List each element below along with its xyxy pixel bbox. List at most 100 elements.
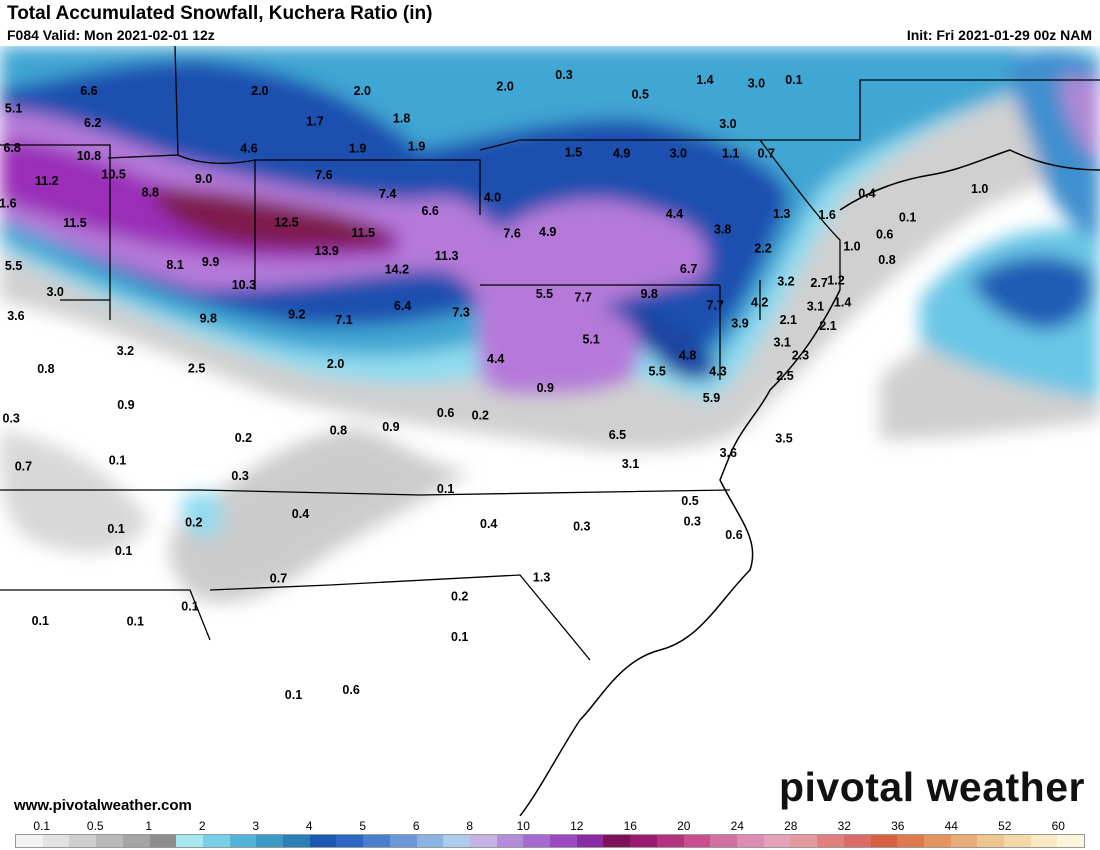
- snowfall-value-label: 0.3: [573, 520, 590, 534]
- legend-label: 1: [145, 819, 153, 833]
- snowfall-value-label: 10.3: [232, 278, 256, 292]
- legend-swatch: [202, 835, 230, 847]
- snowfall-value-label: 0.1: [899, 210, 916, 224]
- snowfall-value-label: 2.5: [188, 362, 205, 376]
- snowfall-value-label: 2.5: [776, 369, 793, 383]
- snowfall-value-label: 0.4: [292, 507, 309, 521]
- snowfall-value-label: 3.9: [731, 316, 748, 330]
- snowfall-value-label: 2.0: [251, 84, 268, 98]
- snowfall-value-label: 7.6: [315, 168, 332, 182]
- snowfall-value-label: 0.1: [115, 544, 132, 558]
- snowfall-value-label: 0.2: [451, 590, 468, 604]
- legend-label: 2: [198, 819, 206, 833]
- snowfall-value-label: 3.0: [670, 147, 687, 161]
- snowfall-value-label: 6.8: [4, 141, 21, 155]
- snowfall-value-label: 2.1: [780, 313, 797, 327]
- legend-swatch: [736, 835, 764, 847]
- legend-swatch: [683, 835, 711, 847]
- snowfall-value-label: 1.8: [393, 111, 410, 125]
- snowfall-value-label: 3.5: [775, 432, 792, 446]
- snowfall-value-label: 6.4: [394, 299, 411, 313]
- snowfall-value-label: 4.2: [751, 296, 768, 310]
- snowfall-value-label: 0.2: [472, 408, 489, 422]
- political-boundaries: [0, 46, 1100, 661]
- snowfall-value-label: 0.4: [858, 187, 875, 201]
- snowfall-value-label: 0.3: [231, 469, 248, 483]
- snowfall-value-label: 1.3: [773, 207, 790, 221]
- snowfall-value-labels: 6.6 5.1 6.2 6.8 10.8 11.2 10.5 8.8 11.6 11.5 5.5 3.…: [0, 68, 988, 702]
- snowfall-value-label: 11.5: [63, 216, 87, 230]
- legend-swatch: [630, 835, 657, 847]
- legend-color-bar: [15, 834, 1085, 848]
- snowfall-value-label: 1.3: [533, 571, 550, 585]
- legend-swatch: [763, 835, 791, 847]
- snowfall-value-label: 0.2: [185, 516, 202, 530]
- snowfall-value-label: 1.1: [722, 147, 739, 161]
- snowfall-value-label: 4.0: [484, 191, 501, 205]
- legend-swatch: [576, 835, 604, 847]
- snowfall-value-label: 0.3: [3, 411, 20, 425]
- legend-swatch: [96, 835, 123, 847]
- snowfall-value-label: 12.5: [274, 216, 298, 230]
- snowfall-value-label: 3.1: [774, 335, 791, 349]
- snowfall-value-label: 3.0: [47, 285, 64, 299]
- legend-swatch: [656, 835, 684, 847]
- legend-swatch: [550, 835, 577, 847]
- legend-label: 44: [944, 819, 958, 833]
- snowfall-value-label: 11.5: [351, 226, 375, 240]
- snowfall-value-label: 0.2: [235, 431, 252, 445]
- snowfall-value-label: 0.1: [109, 454, 126, 468]
- snowfall-value-label: 3.2: [117, 344, 134, 358]
- snowfall-value-label: 6.6: [80, 84, 97, 98]
- snowfall-value-label: 2.7: [810, 276, 827, 290]
- legend-swatch: [149, 835, 177, 847]
- website-link[interactable]: www.pivotalweather.com: [14, 797, 192, 814]
- snowfall-value-label: 0.7: [758, 147, 775, 161]
- legend-label: 6: [412, 819, 420, 833]
- snowfall-value-label: 1.9: [408, 140, 425, 154]
- snowfall-value-label: 1.0: [843, 239, 860, 253]
- snowfall-value-label: 6.2: [84, 116, 101, 130]
- legend-swatch: [363, 835, 390, 847]
- legend-swatch: [469, 835, 497, 847]
- snowfall-legend: 0.1 0.5 1 2 3 4 5 6 8 10 12 16 20 24 28 32 36 44 52 60: [15, 819, 1085, 848]
- snowfall-value-label: 6.6: [422, 204, 439, 218]
- legend-label: 32: [837, 819, 851, 833]
- legend-swatch: [523, 835, 551, 847]
- snowfall-value-label: 0.6: [725, 528, 742, 542]
- snowfall-value-label: 0.6: [437, 406, 454, 420]
- snowfall-value-label: 0.5: [632, 88, 649, 102]
- legend-swatch: [1030, 835, 1058, 847]
- legend-swatch: [923, 835, 951, 847]
- legend-swatch: [69, 835, 97, 847]
- snowfall-value-label: 3.2: [777, 275, 794, 289]
- snowfall-value-label: 11.2: [35, 174, 59, 188]
- map-title: Total Accumulated Snowfall, Kuchera Rati…: [7, 3, 433, 24]
- snowfall-value-label: 3.0: [719, 117, 736, 131]
- legend-swatch: [843, 835, 871, 847]
- snowfall-value-label: 1.7: [306, 114, 323, 128]
- snowfall-value-label: 0.1: [107, 522, 124, 536]
- snowfall-value-label: 0.8: [37, 362, 54, 376]
- snowfall-value-label: 4.9: [613, 147, 630, 161]
- snowfall-map: 6.6 5.1 6.2 6.8 10.8 11.2 10.5 8.8 11.6 11.5 5.5 3.…: [0, 46, 1100, 816]
- legend-label: 3: [252, 819, 260, 833]
- snowfall-value-label: 5.9: [703, 391, 720, 405]
- legend-swatch: [176, 835, 203, 847]
- legend-swatch: [122, 835, 150, 847]
- legend-label: 12: [570, 819, 584, 833]
- snowfall-value-label: 1.5: [565, 146, 582, 160]
- valid-time: F084 Valid: Mon 2021-02-01 12z: [7, 27, 215, 43]
- legend-swatch: [710, 835, 737, 847]
- snowfall-value-label: 0.1: [181, 599, 198, 613]
- snowfall-value-label: 5.1: [5, 102, 22, 116]
- snowfall-value-label: 4.8: [679, 349, 696, 363]
- init-time: Init: Fri 2021-01-29 00z NAM: [906, 27, 1092, 43]
- snowfall-value-label: 10.5: [102, 168, 126, 182]
- legend-swatch: [1004, 835, 1031, 847]
- snowfall-value-label: 1.6: [818, 208, 835, 222]
- snowfall-value-label: 0.6: [342, 683, 359, 697]
- legend-swatch: [16, 835, 43, 847]
- snowfall-value-label: 7.4: [379, 187, 396, 201]
- snowfall-value-label: 3.0: [748, 77, 765, 91]
